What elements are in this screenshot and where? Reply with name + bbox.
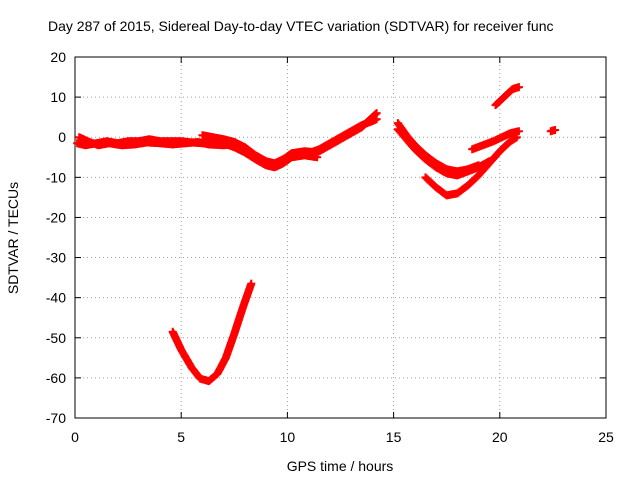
y-tick-label: 20 bbox=[50, 49, 66, 65]
y-tick-label: 0 bbox=[58, 129, 66, 145]
x-axis: 0 5 10 15 20 25 bbox=[71, 57, 614, 445]
data-point bbox=[551, 126, 560, 135]
x-tick-label: 10 bbox=[280, 429, 296, 445]
x-tick-label: 15 bbox=[386, 429, 402, 445]
data-point bbox=[514, 127, 523, 136]
y-tick-label: -50 bbox=[46, 330, 66, 346]
y-axis-label: SDTVAR / TECUs bbox=[5, 182, 21, 294]
x-tick-label: 5 bbox=[177, 429, 185, 445]
data-series-track-k bbox=[491, 83, 523, 110]
data-point bbox=[247, 279, 256, 288]
y-tick-label: 10 bbox=[50, 89, 66, 105]
x-axis-label: GPS time / hours bbox=[287, 458, 394, 474]
grid bbox=[75, 57, 606, 418]
data-series-track-i bbox=[421, 133, 521, 200]
data-series-track-f bbox=[294, 109, 381, 159]
plot-border bbox=[74, 56, 607, 419]
y-tick-label: -10 bbox=[46, 169, 66, 185]
plot-frame bbox=[74, 56, 607, 419]
y-tick-label: -40 bbox=[46, 290, 66, 306]
y-tick-label: -60 bbox=[46, 370, 66, 386]
y-tick-label: -70 bbox=[46, 410, 66, 426]
x-tick-label: 25 bbox=[598, 429, 614, 445]
x-tick-label: 20 bbox=[492, 429, 508, 445]
data-series-track-m bbox=[168, 279, 256, 386]
series-group bbox=[73, 83, 560, 386]
data-point bbox=[371, 110, 380, 119]
data-series-track-j bbox=[468, 127, 523, 154]
data-point bbox=[514, 83, 523, 92]
data-point bbox=[372, 109, 381, 118]
data-series-track-d bbox=[209, 137, 322, 172]
y-axis: -70 -60 -50 -40 -30 -20 -10 0 10 20 bbox=[46, 49, 606, 426]
y-tick-label: -30 bbox=[46, 250, 66, 266]
chart-title: Day 287 of 2015, Sidereal Day-to-day VTE… bbox=[48, 18, 554, 34]
x-tick-label: 0 bbox=[71, 429, 79, 445]
data-series-track-l bbox=[546, 126, 560, 136]
y-tick-label: -20 bbox=[46, 209, 66, 225]
